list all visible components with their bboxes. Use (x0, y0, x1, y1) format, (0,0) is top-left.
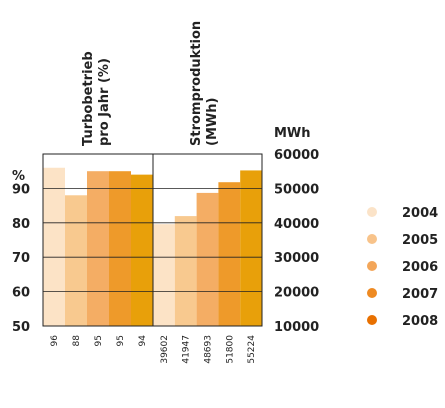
left-tick-label: 90 (12, 182, 30, 197)
axes: 50 60 70 80 90% 10000 20000 30000 40000 50000 6000… (12, 126, 319, 335)
left-panel-title-line-1: Turbobetrieb (81, 51, 96, 146)
right-bar-2006 (196, 192, 219, 326)
right-bar-2007 (218, 182, 241, 326)
bars-left-panel (43, 167, 153, 326)
legend-label: 2005 (402, 233, 438, 248)
left-panel-title-line-2: pro Jahr (%) (97, 58, 112, 146)
right-tick-label: 60000 (274, 148, 319, 163)
right-tick-label: 30000 (274, 251, 319, 266)
left-value-label: 94 (138, 335, 148, 347)
legend-label: 2006 (402, 260, 438, 275)
right-value-label: 55224 (247, 335, 257, 364)
right-bar-2005 (174, 216, 197, 326)
legend-swatch-2004 (367, 207, 377, 217)
right-panel-title-line-1: Stromproduktion (189, 21, 204, 146)
right-tick-label: 50000 (274, 182, 319, 197)
left-unit-label: % (12, 169, 25, 184)
right-value-label: 41947 (182, 335, 192, 364)
left-value-label: 88 (72, 335, 82, 347)
right-value-label: 51800 (225, 335, 235, 364)
legend: 2004 2005 2006 2007 2008 (367, 206, 438, 329)
legend-swatch-2005 (367, 234, 377, 244)
left-tick-label: 60 (12, 286, 30, 301)
left-value-label: 96 (50, 335, 60, 347)
left-bar-2008 (131, 174, 153, 326)
bars-right-panel (153, 170, 262, 326)
left-tick-label: 80 (12, 217, 30, 232)
left-value-label: 95 (94, 335, 104, 346)
right-bar-2008 (240, 170, 262, 326)
right-tick-label: 40000 (274, 217, 319, 232)
right-panel-title-line-2: (MWh) (205, 98, 220, 146)
right-value-label: 39602 (160, 335, 170, 364)
value-labels: 96 88 95 95 94 39602 41947 48693 51800 55224 (50, 335, 257, 364)
legend-swatch-2007 (367, 288, 377, 298)
left-bar-2004 (43, 167, 65, 326)
right-value-label: 48693 (204, 335, 214, 364)
legend-label: 2007 (402, 287, 438, 302)
left-bar-2007 (109, 171, 131, 326)
chart-titles: Turbobetrieb pro Jahr (%) Stromproduktion(… (81, 21, 220, 146)
left-bar-2006 (87, 171, 109, 326)
left-tick-label: 70 (12, 251, 30, 266)
left-tick-label: 50 (12, 320, 30, 335)
right-unit-label: MWh (274, 126, 311, 141)
legend-label: 2008 (402, 314, 438, 329)
legend-swatch-2008 (367, 315, 377, 325)
left-bar-2005 (65, 195, 87, 326)
left-value-label: 95 (116, 335, 126, 346)
legend-swatch-2006 (367, 261, 377, 271)
right-tick-label: 10000 (274, 320, 319, 335)
right-tick-label: 20000 (274, 286, 319, 301)
right-bar-2004 (153, 224, 175, 326)
legend-label: 2004 (402, 206, 438, 221)
